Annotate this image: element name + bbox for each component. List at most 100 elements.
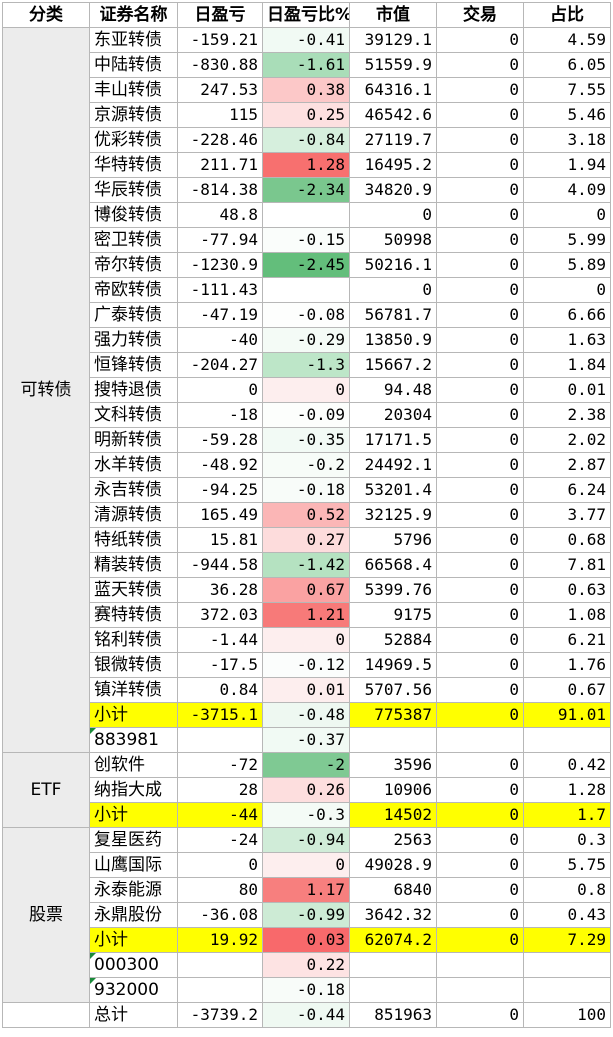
daily-pnl-pct-cell[interactable]: -0.09 [262,402,350,428]
daily-pnl-pct-cell[interactable]: -0.99 [262,902,350,928]
market-value-cell[interactable]: 46542.6 [349,102,437,128]
empty-cell[interactable] [349,977,437,1003]
daily-pnl-pct-cell[interactable]: -0.35 [262,427,350,453]
security-name-cell[interactable]: 强力转债 [89,327,178,353]
share-cell[interactable]: 4.09 [523,177,611,203]
trade-cell[interactable]: 0 [436,452,524,478]
trade-cell[interactable]: 0 [436,827,524,853]
market-value-cell[interactable]: 52884 [349,627,437,653]
security-name-cell[interactable]: 永吉转债 [89,477,178,503]
empty-cell[interactable] [177,977,263,1003]
security-name-cell[interactable]: 精装转债 [89,552,178,578]
category-cell[interactable]: 股票 [2,827,90,1003]
daily-pnl-pct-cell[interactable]: -2.45 [262,252,350,278]
market-value-cell[interactable]: 5707.56 [349,677,437,703]
share-cell[interactable]: 6.21 [523,627,611,653]
trade-cell[interactable]: 0 [436,102,524,128]
daily-pnl-cell[interactable]: -47.19 [177,302,263,328]
subtotal-pnl-pct[interactable]: 0.03 [262,927,350,953]
daily-pnl-pct-cell[interactable]: 0.25 [262,102,350,128]
security-name-cell[interactable]: 水羊转债 [89,452,178,478]
security-name-cell[interactable]: 优彩转债 [89,127,178,153]
trade-cell[interactable]: 0 [436,52,524,78]
trade-cell[interactable]: 0 [436,752,524,778]
trade-cell[interactable]: 0 [436,227,524,253]
header-security-name[interactable]: 证券名称 [89,2,178,28]
share-cell[interactable]: 0.01 [523,377,611,403]
daily-pnl-cell[interactable]: -36.08 [177,902,263,928]
daily-pnl-pct-cell[interactable]: -0.18 [262,477,350,503]
empty-cell[interactable] [349,952,437,978]
trade-cell[interactable]: 0 [436,352,524,378]
daily-pnl-pct-cell[interactable]: 1.28 [262,152,350,178]
trade-cell[interactable]: 0 [436,902,524,928]
header-share[interactable]: 占比 [523,2,611,28]
trade-cell[interactable]: 0 [436,302,524,328]
security-name-cell[interactable]: 创软件 [89,752,178,778]
daily-pnl-cell[interactable]: -18 [177,402,263,428]
index-pct-cell[interactable]: 0.22 [262,952,350,978]
trade-cell[interactable]: 0 [436,502,524,528]
trade-cell[interactable]: 0 [436,277,524,303]
security-name-cell[interactable]: 永泰能源 [89,877,178,903]
daily-pnl-cell[interactable]: 165.49 [177,502,263,528]
empty-cell[interactable] [523,977,611,1003]
daily-pnl-pct-cell[interactable]: 0 [262,852,350,878]
market-value-cell[interactable]: 9175 [349,602,437,628]
market-value-cell[interactable]: 6840 [349,877,437,903]
trade-cell[interactable]: 0 [436,427,524,453]
subtotal-market-value[interactable]: 14502 [349,802,437,828]
empty-cell[interactable] [436,977,524,1003]
security-name-cell[interactable]: 京源转债 [89,102,178,128]
daily-pnl-cell[interactable]: 48.8 [177,202,263,228]
trade-cell[interactable]: 0 [436,77,524,103]
subtotal-pnl[interactable]: -44 [177,802,263,828]
daily-pnl-cell[interactable]: 15.81 [177,527,263,553]
subtotal-share[interactable]: 7.29 [523,927,611,953]
empty-cell[interactable] [177,952,263,978]
market-value-cell[interactable]: 13850.9 [349,327,437,353]
daily-pnl-cell[interactable]: -111.43 [177,277,263,303]
security-name-cell[interactable]: 搜特退债 [89,377,178,403]
index-code-cell[interactable]: 000300 [89,952,178,978]
share-cell[interactable]: 6.24 [523,477,611,503]
market-value-cell[interactable]: 3642.32 [349,902,437,928]
daily-pnl-pct-cell[interactable]: 0.67 [262,577,350,603]
daily-pnl-pct-cell[interactable]: -1.3 [262,352,350,378]
market-value-cell[interactable]: 50216.1 [349,252,437,278]
share-cell[interactable]: 1.08 [523,602,611,628]
daily-pnl-cell[interactable]: -204.27 [177,352,263,378]
daily-pnl-cell[interactable]: 0.84 [177,677,263,703]
share-cell[interactable]: 0.43 [523,902,611,928]
share-cell[interactable]: 0 [523,277,611,303]
trade-cell[interactable]: 0 [436,402,524,428]
empty-cell[interactable] [523,952,611,978]
header-daily-pnl-pct[interactable]: 日盈亏比% [262,2,350,28]
security-name-cell[interactable]: 华特转债 [89,152,178,178]
trade-cell[interactable]: 0 [436,127,524,153]
market-value-cell[interactable]: 56781.7 [349,302,437,328]
daily-pnl-pct-cell[interactable]: 0 [262,627,350,653]
trade-cell[interactable]: 0 [436,777,524,803]
daily-pnl-cell[interactable]: 36.28 [177,577,263,603]
trade-cell[interactable]: 0 [436,627,524,653]
daily-pnl-cell[interactable]: -59.28 [177,427,263,453]
subtotal-pnl-pct[interactable]: -0.48 [262,702,350,728]
subtotal-trade[interactable]: 0 [436,802,524,828]
security-name-cell[interactable]: 帝尔转债 [89,252,178,278]
trade-cell[interactable]: 0 [436,202,524,228]
subtotal-label[interactable]: 小计 [89,802,178,828]
daily-pnl-pct-cell[interactable]: -0.12 [262,652,350,678]
share-cell[interactable]: 1.84 [523,352,611,378]
market-value-cell[interactable]: 49028.9 [349,852,437,878]
daily-pnl-cell[interactable]: -77.94 [177,227,263,253]
security-name-cell[interactable]: 帝欧转债 [89,277,178,303]
header-market-value[interactable]: 市值 [349,2,437,28]
market-value-cell[interactable]: 27119.7 [349,127,437,153]
trade-cell[interactable]: 0 [436,477,524,503]
total-pnl[interactable]: -3739.2 [177,1002,263,1028]
empty-cell[interactable] [177,727,263,753]
security-name-cell[interactable]: 华辰转债 [89,177,178,203]
daily-pnl-pct-cell[interactable]: -2.34 [262,177,350,203]
daily-pnl-cell[interactable]: 0 [177,377,263,403]
